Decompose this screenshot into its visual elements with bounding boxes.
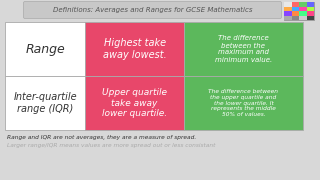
Bar [284, 2, 292, 6]
Bar [299, 15, 307, 20]
Bar [284, 11, 292, 15]
Text: The difference
between the
maximum and
minimum value.: The difference between the maximum and m… [215, 35, 272, 62]
Bar [85, 22, 184, 76]
Text: Inter-quartile
range (IQR): Inter-quartile range (IQR) [13, 92, 77, 114]
Bar [292, 6, 299, 11]
Text: Upper quartile
take away
lower quartile.: Upper quartile take away lower quartile. [102, 88, 167, 118]
Bar [85, 76, 184, 130]
Bar [184, 76, 303, 130]
Bar [307, 11, 314, 15]
Bar [292, 2, 299, 6]
Bar [299, 11, 307, 15]
Bar [292, 11, 299, 15]
Bar [299, 6, 307, 11]
Text: Highest take
away lowest.: Highest take away lowest. [103, 38, 166, 60]
Text: The difference between
the upper quartile and
the lower quartile. It
represents : The difference between the upper quartil… [208, 89, 278, 117]
Text: Range: Range [25, 42, 65, 55]
Bar [292, 15, 299, 20]
Bar [5, 22, 85, 76]
Bar [299, 2, 307, 6]
Bar [284, 15, 292, 20]
Bar [307, 15, 314, 20]
Bar [184, 22, 303, 76]
Bar [5, 76, 85, 130]
FancyBboxPatch shape [23, 1, 282, 19]
Text: Range and IQR are not averages, they are a measure of spread.: Range and IQR are not averages, they are… [7, 136, 196, 141]
Text: Definitions: Averages and Ranges for GCSE Mathematics: Definitions: Averages and Ranges for GCS… [53, 7, 252, 13]
Text: Larger range/IQR means values are more spread out or less consistant: Larger range/IQR means values are more s… [7, 143, 215, 147]
Bar [307, 2, 314, 6]
Bar [284, 2, 314, 20]
Bar [307, 6, 314, 11]
Bar [284, 6, 292, 11]
